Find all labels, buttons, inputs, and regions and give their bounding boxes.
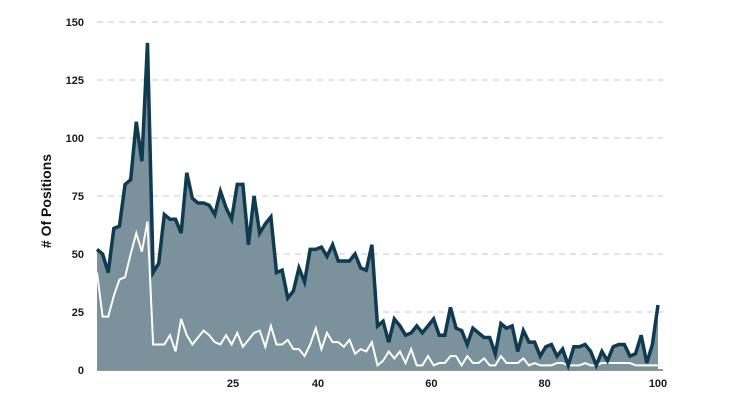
y-tick-label: 0: [78, 365, 84, 377]
y-axis: 0 25 50 75 100 125 150: [66, 17, 84, 377]
series-1-area: [97, 42, 658, 370]
y-tick-label: 25: [72, 307, 84, 319]
x-tick-label: 60: [425, 378, 437, 390]
series-1-line: [95, 42, 660, 372]
x-tick-label: 40: [312, 378, 324, 390]
series-lines: [95, 42, 660, 372]
y-axis-title: # Of Positions: [38, 154, 54, 248]
y-tick-label: 150: [66, 17, 84, 29]
y-tick-label: 125: [66, 75, 84, 87]
x-tick-label: 25: [227, 378, 239, 390]
x-tick-label: 80: [539, 378, 551, 390]
x-tick-label: 100: [649, 378, 667, 390]
plot-area: [97, 42, 658, 370]
y-tick-label: 75: [72, 191, 84, 203]
x-axis: 25 40 60 80 100: [227, 378, 667, 390]
series-2-line: [96, 221, 658, 368]
y-tick-label: 50: [72, 249, 84, 261]
y-tick-label: 100: [66, 133, 84, 145]
